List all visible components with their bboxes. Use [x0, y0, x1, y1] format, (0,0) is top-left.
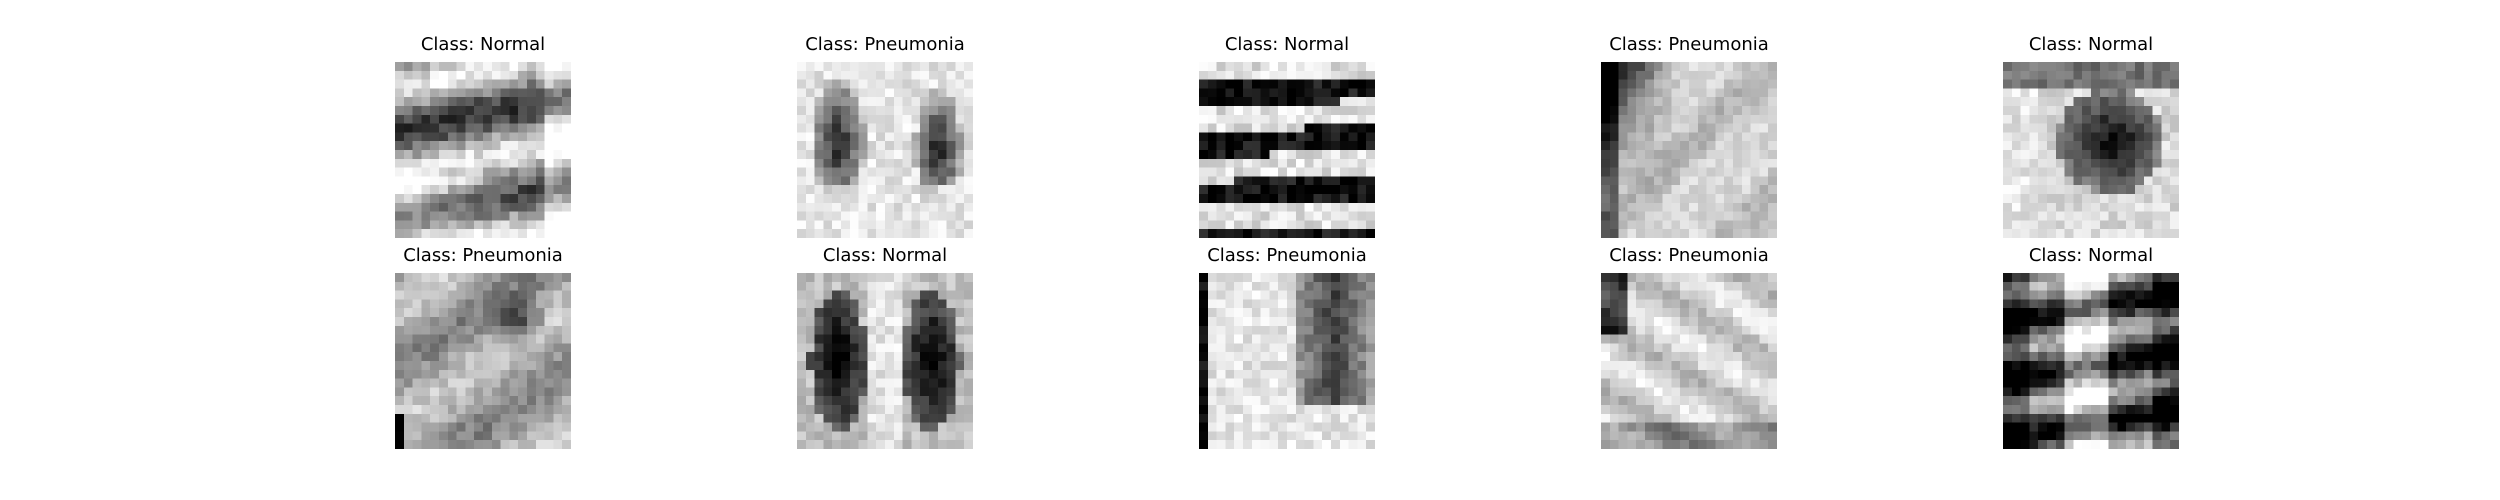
panel-title: Class: Pneumonia [1609, 245, 1769, 266]
xray-thumbnail [2003, 273, 2179, 449]
panel-title: Class: Normal [822, 245, 948, 266]
panel-title: Class: Normal [420, 34, 546, 55]
panel-title: Class: Normal [2028, 245, 2154, 266]
xray-thumbnail [1601, 62, 1777, 238]
xray-thumbnail [1601, 273, 1777, 449]
panel-title: Class: Pneumonia [1207, 245, 1367, 266]
panel-title: Class: Pneumonia [805, 34, 965, 55]
panel-title: Class: Pneumonia [1609, 34, 1769, 55]
panel-title: Class: Normal [2028, 34, 2154, 55]
xray-thumbnail [2003, 62, 2179, 238]
xray-thumbnail [1199, 273, 1375, 449]
xray-thumbnail [395, 62, 571, 238]
panel-title: Class: Pneumonia [403, 245, 563, 266]
xray-thumbnail [1199, 62, 1375, 238]
xray-thumbnail [395, 273, 571, 449]
xray-thumbnail [797, 273, 973, 449]
panel-title: Class: Normal [1224, 34, 1350, 55]
xray-thumbnail [797, 62, 973, 238]
